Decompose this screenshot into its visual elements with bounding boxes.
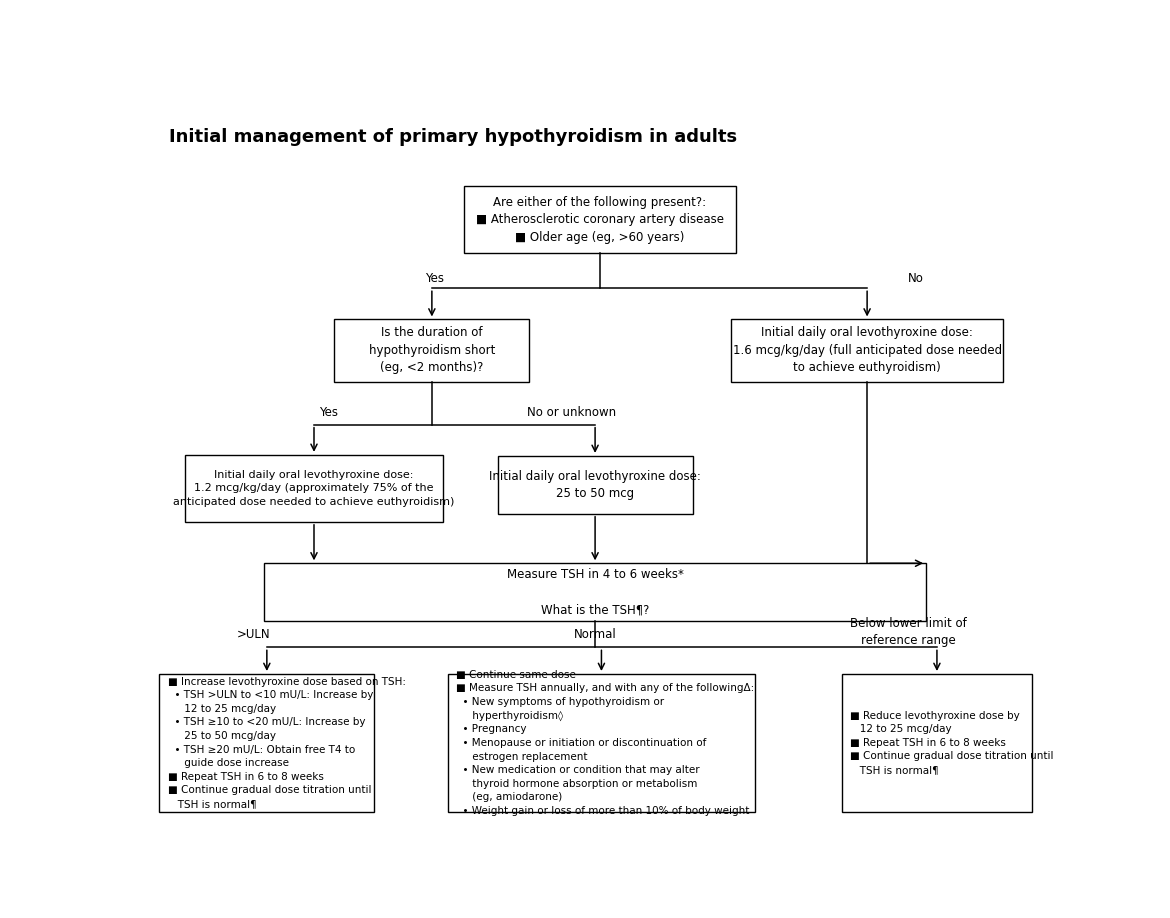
Text: Initial daily oral levothyroxine dose:
1.6 mcg/kg/day (full anticipated dose nee: Initial daily oral levothyroxine dose: 1… [732, 327, 1002, 375]
Text: No: No [908, 272, 924, 285]
FancyBboxPatch shape [841, 674, 1032, 812]
Text: Initial management of primary hypothyroidism in adults: Initial management of primary hypothyroi… [168, 128, 737, 146]
FancyBboxPatch shape [185, 454, 443, 522]
FancyBboxPatch shape [497, 456, 693, 514]
Text: >ULN: >ULN [236, 628, 270, 641]
Text: Below lower limit of
reference range: Below lower limit of reference range [849, 617, 966, 647]
FancyBboxPatch shape [448, 674, 755, 812]
Text: Is the duration of
hypothyroidism short
(eg, <2 months)?: Is the duration of hypothyroidism short … [369, 327, 495, 375]
Text: Initial daily oral levothyroxine dose:
1.2 mcg/kg/day (approximately 75% of the
: Initial daily oral levothyroxine dose: 1… [173, 470, 455, 507]
Text: Yes: Yes [318, 406, 337, 420]
Text: Initial daily oral levothyroxine dose:
25 to 50 mcg: Initial daily oral levothyroxine dose: 2… [489, 469, 701, 500]
Text: ■ Continue same dose
■ Measure TSH annually, and with any of the followingΔ:
  •: ■ Continue same dose ■ Measure TSH annua… [456, 669, 755, 816]
Text: No or unknown: No or unknown [526, 406, 617, 420]
Text: ■ Increase levothyroxine dose based on TSH:
  • TSH >ULN to <10 mU/L: Increase b: ■ Increase levothyroxine dose based on T… [167, 677, 406, 809]
FancyBboxPatch shape [335, 319, 529, 382]
Text: Are either of the following present?:
■ Atherosclerotic coronary artery disease
: Are either of the following present?: ■ … [476, 196, 723, 243]
Text: Yes: Yes [426, 272, 445, 285]
FancyBboxPatch shape [731, 319, 1003, 382]
FancyBboxPatch shape [463, 186, 736, 253]
FancyBboxPatch shape [264, 564, 927, 621]
FancyBboxPatch shape [159, 674, 374, 812]
Text: Normal: Normal [574, 628, 617, 641]
Text: ■ Reduce levothyroxine dose by
   12 to 25 mcg/day
■ Repeat TSH in 6 to 8 weeks
: ■ Reduce levothyroxine dose by 12 to 25 … [849, 711, 1053, 775]
Text: Measure TSH in 4 to 6 weeks*

What is the TSH¶?: Measure TSH in 4 to 6 weeks* What is the… [507, 568, 683, 616]
